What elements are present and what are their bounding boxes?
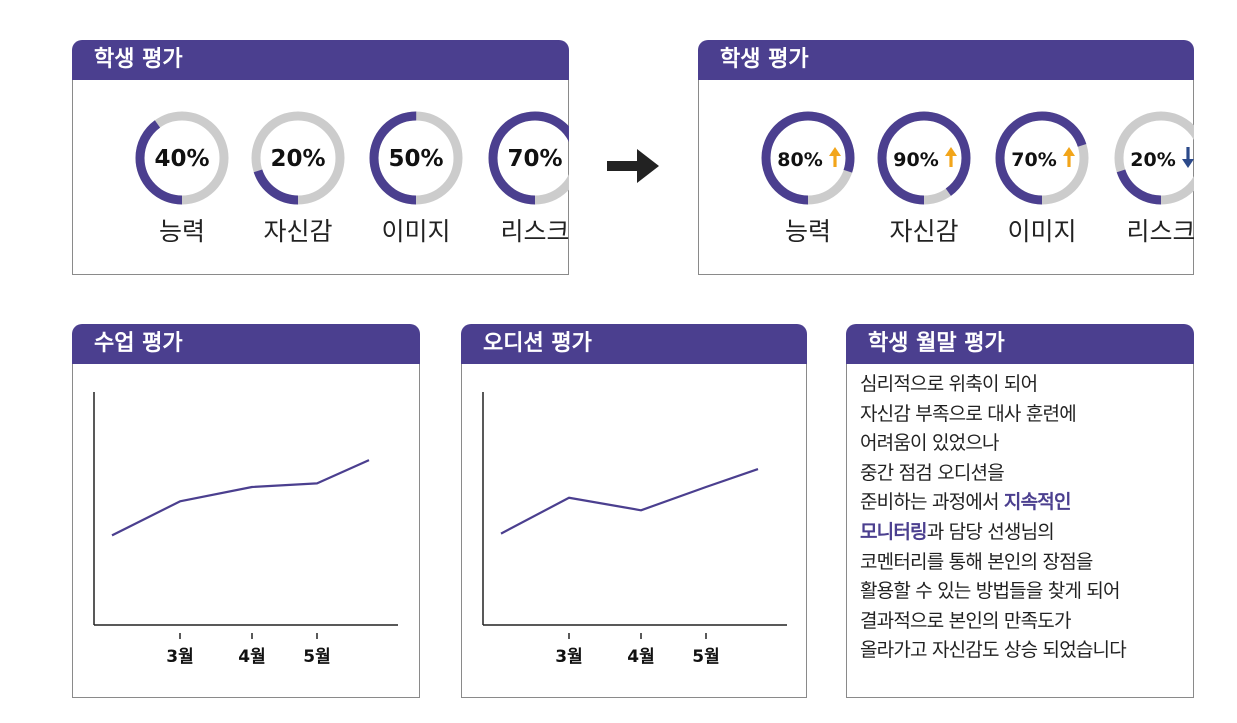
gauge-fill <box>761 111 855 205</box>
before-evaluation-panel <box>72 55 569 275</box>
summary-line: 활용할 수 있는 방법들을 찾게 되어 <box>860 577 1190 607</box>
audition-evaluation-chart: 3월 4월 5월 <box>482 392 787 667</box>
trend-up-arrow-icon <box>829 147 841 167</box>
gauge-value: 20% <box>270 146 325 172</box>
trend-down-arrow-icon <box>1182 147 1194 168</box>
x-tick-label: 5월 <box>692 647 719 667</box>
summary-line: 중간 점검 오디션을 <box>860 459 1190 489</box>
monthly-evaluation-panel <box>846 340 1194 698</box>
x-tick-label: 3월 <box>166 647 193 667</box>
class-evaluation-chart: 3월 4월 5월 <box>93 392 398 667</box>
gauge-after-2: 70% 이미지 <box>995 111 1089 246</box>
gauge-fill <box>877 111 971 205</box>
summary-line: 심리적으로 위축이 되어 <box>860 370 1190 400</box>
class-evaluation-panel <box>72 340 420 698</box>
summary-text: 준비하는 과정에서 <box>860 491 1004 514</box>
after-evaluation-title: 학생 평가 <box>698 40 1194 80</box>
gauge-fill <box>251 111 345 205</box>
summary-text: 심리적으로 위축이 되어 <box>860 373 1038 395</box>
gauge-value: 70% <box>1011 149 1056 171</box>
summary-text: 중간 점검 오디션을 <box>860 461 1005 484</box>
audition-evaluation-panel <box>461 340 807 698</box>
summary-line: 준비하는 과정에서 지속적인 <box>860 488 1190 518</box>
summary-line: 모니터링과 담당 선생님의 <box>860 518 1190 548</box>
highlight-text: 모니터링 <box>860 520 928 543</box>
summary-text: 결과적으로 본인의 만족도가 <box>860 609 1071 632</box>
summary-line: 어려움이 있었으나 <box>860 429 1190 459</box>
gauge-value: 90% <box>893 149 938 171</box>
audition-evaluation-title: 오디션 평가 <box>461 324 807 364</box>
gauge-label: 이미지 <box>381 217 450 246</box>
gauge-after-1: 90% 자신감 <box>877 111 971 246</box>
gauge-label: 자신감 <box>889 217 958 246</box>
gauge-value: 80% <box>777 149 822 171</box>
series-line <box>111 459 370 537</box>
trend-up-arrow-icon <box>945 147 957 167</box>
summary-line: 올라가고 자신감도 상승 되었습니다 <box>860 636 1190 666</box>
gauge-before-0: 40% 능력 <box>135 111 229 246</box>
gauge-value: 40% <box>154 146 209 172</box>
gauge-label: 자신감 <box>263 217 332 246</box>
gauge-label: 능력 <box>159 217 205 246</box>
gauge-before-2: 50% 이미지 <box>369 111 463 246</box>
x-tick-label: 5월 <box>303 647 330 667</box>
before-gauge-row: 40% 능력 20% 자신감 50% 이미지 70% 리스크 <box>135 111 569 246</box>
class-evaluation-title: 수업 평가 <box>72 324 420 364</box>
gauge-fill <box>488 111 569 205</box>
trend-up-arrow-icon <box>1063 147 1075 167</box>
x-tick-label: 4월 <box>238 647 265 667</box>
summary-text: 어려움이 있었으나 <box>860 432 999 455</box>
gauge-fill <box>1114 111 1194 205</box>
right-arrow-icon <box>607 149 659 183</box>
summary-line: 코멘터리를 통해 본인의 장점을 <box>860 548 1190 578</box>
gauge-fill <box>369 111 463 205</box>
x-tick-label: 3월 <box>555 647 582 667</box>
summary-text: 자신감 부족으로 대사 훈련에 <box>860 402 1077 425</box>
summary-text: 올라가고 자신감도 상승 되었습니다 <box>860 639 1127 662</box>
before-evaluation-title: 학생 평가 <box>72 40 569 80</box>
x-tick-label: 4월 <box>627 647 654 667</box>
summary-line: 자신감 부족으로 대사 훈련에 <box>860 400 1190 430</box>
gauge-after-0: 80% 능력 <box>761 111 855 246</box>
summary-line: 결과적으로 본인의 만족도가 <box>860 607 1190 637</box>
gauge-before-3: 70% 리스크 <box>488 111 569 246</box>
after-gauge-row: 80% 능력 90% 자신감 70% 이미지 20% 리스크 <box>761 111 1194 246</box>
gauge-label: 리스크 <box>1126 217 1194 246</box>
gauge-fill <box>135 111 229 205</box>
summary-text: 코멘터리를 통해 본인의 장점을 <box>860 550 1093 573</box>
gauge-value: 20% <box>1130 149 1175 171</box>
highlight-text: 지속적인 <box>1003 491 1072 514</box>
gauge-value: 50% <box>388 146 443 172</box>
gauge-after-3: 20% 리스크 <box>1114 111 1194 246</box>
gauge-label: 리스크 <box>500 217 569 246</box>
gauge-before-1: 20% 자신감 <box>251 111 345 246</box>
summary-text: 활용할 수 있는 방법들을 찾게 되어 <box>860 580 1121 603</box>
monthly-evaluation-title: 학생 월말 평가 <box>846 324 1194 364</box>
after-evaluation-panel <box>698 55 1194 275</box>
gauge-label: 이미지 <box>1007 217 1076 246</box>
gauge-label: 능력 <box>785 217 831 246</box>
series-line <box>500 468 759 535</box>
gauge-fill <box>995 111 1089 205</box>
summary-text: 과 담당 선생님의 <box>926 520 1055 543</box>
gauge-value: 70% <box>507 146 562 172</box>
